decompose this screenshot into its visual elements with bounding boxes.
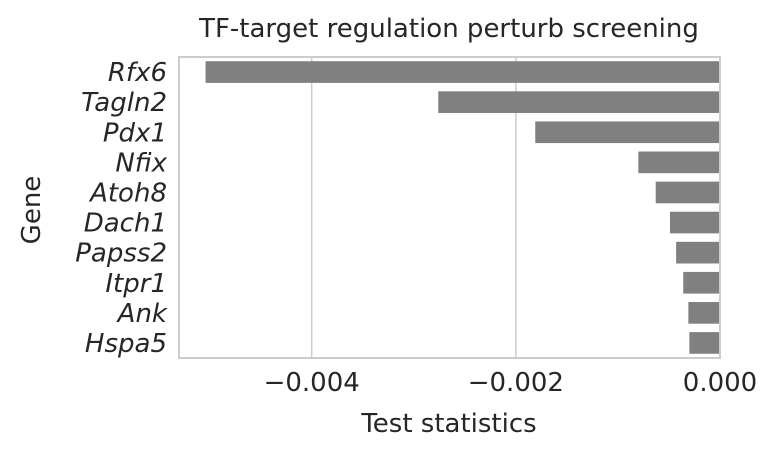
x-tick-labels: −0.004 −0.002 0.000 (264, 368, 758, 398)
category-label: Pdx1 (103, 118, 167, 148)
bar (638, 151, 720, 174)
category-label: Itpr1 (105, 269, 167, 299)
x-tick-label: −0.002 (468, 368, 564, 398)
bar (676, 241, 720, 264)
category-label: Tagln2 (81, 88, 167, 118)
bar (438, 91, 720, 113)
category-labels: Rfx6Tagln2Pdx1NfixAtoh8Dach1Papss2Itpr1A… (75, 58, 168, 359)
bar (683, 271, 720, 294)
bar (688, 302, 720, 324)
category-label: Atoh8 (88, 178, 167, 208)
category-label: Ank (116, 299, 168, 329)
plot-frame (178, 56, 721, 359)
bar (689, 332, 720, 354)
category-label: Papss2 (75, 239, 167, 269)
bar (669, 211, 720, 234)
y-axis-label: Gene (17, 176, 47, 245)
bar (655, 181, 720, 204)
category-label: Hspa5 (85, 329, 167, 359)
bar (205, 61, 721, 83)
bars (205, 61, 721, 354)
category-label: Rfx6 (108, 58, 167, 88)
x-tick-label: 0.000 (683, 368, 757, 398)
x-tick-label: −0.004 (264, 368, 360, 398)
category-label: Nfix (115, 148, 167, 178)
category-label: Dach1 (84, 209, 167, 239)
x-axis-label: Test statistics (360, 409, 536, 439)
bar (535, 121, 720, 144)
chart-title: TF-target regulation perturb screening (198, 14, 699, 44)
